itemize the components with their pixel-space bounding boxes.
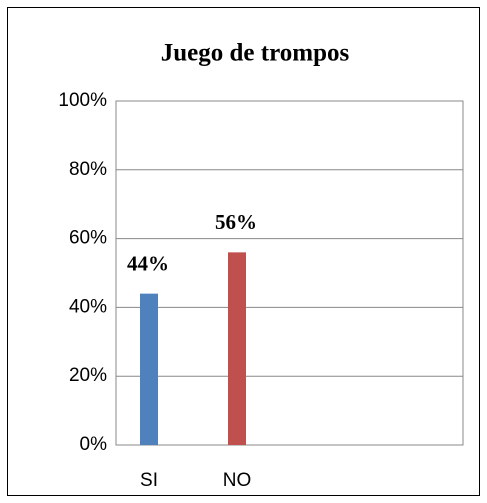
x-tick-label: SI xyxy=(140,470,158,491)
data-label: 44% xyxy=(127,251,169,275)
y-tick-label: 80% xyxy=(69,159,107,180)
chart-title: Juego de trompos xyxy=(161,40,350,67)
y-tick-label: 60% xyxy=(69,228,107,249)
y-tick-label: 0% xyxy=(80,434,108,455)
y-tick-label: 100% xyxy=(58,90,107,111)
bar xyxy=(228,252,246,445)
data-label: 56% xyxy=(215,210,257,234)
x-tick-label: NO xyxy=(223,470,252,491)
y-tick-label: 20% xyxy=(69,365,107,386)
bar xyxy=(140,293,158,445)
y-tick-label: 40% xyxy=(69,296,107,317)
